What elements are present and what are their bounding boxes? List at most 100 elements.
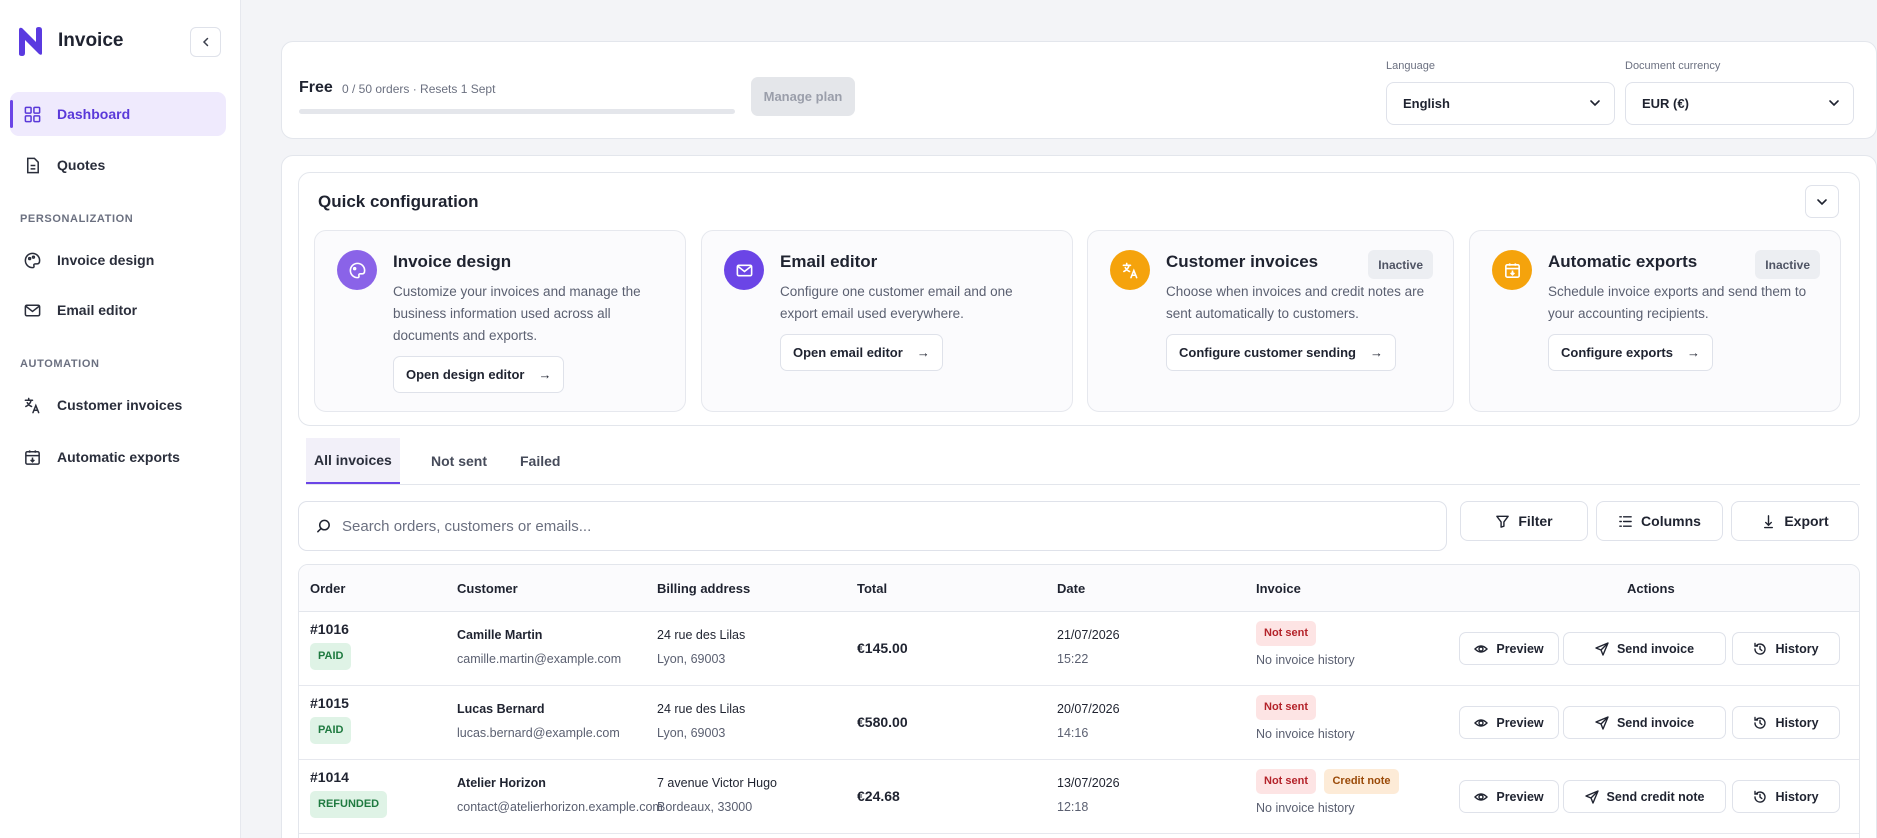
currency-value: EUR (€) (1642, 96, 1689, 111)
columns-button[interactable]: Columns (1596, 501, 1723, 541)
filter-button[interactable]: Filter (1460, 501, 1588, 541)
status-badge: Inactive (1755, 250, 1820, 279)
chevron-down-icon (1829, 100, 1839, 107)
tab-failed[interactable]: Failed (520, 453, 561, 469)
palette-icon (349, 262, 365, 278)
quick-configuration-title: Quick configuration (318, 192, 479, 211)
button-label: Open design editor (406, 367, 525, 382)
column-order[interactable]: Order (310, 581, 346, 596)
sidebar-item-label: Customer invoices (57, 397, 183, 413)
billing-cell: 24 rue des Lilas Lyon, 69003 (657, 628, 745, 666)
button-label: History (1775, 715, 1819, 730)
send-invoice-button[interactable]: Send invoice (1563, 706, 1726, 739)
button-label: Export (1784, 513, 1829, 529)
table-row[interactable]: #1014 REFUNDED Atelier Horizon contact@a… (299, 760, 1859, 834)
configure-customer-sending-button[interactable]: Configure customer sending → (1166, 334, 1396, 371)
open-email-editor-button[interactable]: Open email editor → (780, 334, 943, 371)
total-amount: €145.00 (857, 640, 908, 656)
preview-button[interactable]: Preview (1459, 780, 1559, 813)
feature-description: Configure one customer email and one exp… (780, 281, 1013, 325)
column-date[interactable]: Date (1057, 581, 1086, 596)
button-label: Filter (1518, 513, 1553, 529)
order-number[interactable]: #1014 (310, 769, 349, 785)
time-value: 12:18 (1057, 800, 1089, 814)
customer-email: lucas.bernard@example.com (457, 726, 620, 740)
button-label: Send invoice (1616, 715, 1695, 730)
invoice-history-text: No invoice history (1256, 727, 1355, 741)
description-line: export email used everywhere. (780, 306, 964, 321)
open-design-editor-button[interactable]: Open design editor → (393, 356, 565, 393)
chevron-down-icon (1590, 100, 1600, 107)
feature-icon (1492, 250, 1532, 290)
billing-cell: 7 avenue Victor Hugo Bordeaux, 33000 (657, 776, 777, 814)
tab-all-invoices[interactable]: All invoices (306, 438, 400, 484)
order-number[interactable]: #1016 (310, 621, 349, 637)
chevron-down-icon (1817, 198, 1827, 205)
address-city: Bordeaux, 33000 (657, 800, 753, 814)
sidebar-item-automatic-exports[interactable]: Automatic exports (10, 435, 226, 479)
search-box[interactable]: Search orders, customers or emails... (298, 501, 1447, 551)
table-row[interactable]: #1016 PAID Camille Martin camille.martin… (299, 612, 1859, 686)
feature-card-email-editor: Email editor Configure one customer emai… (701, 230, 1073, 412)
chevron-left-icon (202, 37, 208, 47)
customer-name: Camille Martin (457, 628, 543, 642)
eye-icon (1474, 792, 1489, 801)
invoice-history-text: No invoice history (1256, 801, 1355, 815)
order-number[interactable]: #1015 (310, 695, 349, 711)
sidebar-item-dashboard[interactable]: Dashboard (10, 92, 226, 136)
collapse-sidebar-button[interactable] (190, 27, 221, 57)
history-button[interactable]: History (1732, 780, 1840, 813)
currency-select[interactable]: EUR (€) (1625, 82, 1854, 125)
manage-plan-button[interactable]: Manage plan (751, 77, 855, 116)
invoice-status-badge: Not sent (1256, 695, 1316, 720)
eye-icon (1474, 718, 1489, 727)
language-label: Language (1386, 60, 1435, 72)
preview-button[interactable]: Preview (1459, 706, 1559, 739)
sidebar-item-email-editor[interactable]: Email editor (10, 288, 226, 332)
feature-card-invoice-design: Invoice design Customize your invoices a… (314, 230, 686, 412)
feature-title: Invoice design (393, 252, 512, 271)
arrow-right-icon: → (538, 367, 552, 382)
sidebar-item-quotes[interactable]: Quotes (10, 143, 226, 187)
send-credit-note-button[interactable]: Send credit note (1563, 780, 1726, 813)
column-total[interactable]: Total (857, 581, 888, 596)
send-invoice-button[interactable]: Send invoice (1563, 632, 1726, 665)
feature-icon (724, 250, 764, 290)
history-button[interactable]: History (1732, 632, 1840, 665)
sidebar-item-customer-invoices[interactable]: Customer invoices (10, 383, 226, 427)
send-icon (1584, 789, 1599, 804)
total-amount: €24.68 (857, 788, 900, 804)
section-automation: AUTOMATION (20, 358, 100, 370)
button-label: Configure customer sending (1179, 345, 1356, 360)
sidebar-item-invoice-design[interactable]: Invoice design (10, 238, 226, 282)
feature-description: Schedule invoice exports and send them t… (1548, 281, 1806, 325)
order-cell: #1014 REFUNDED (310, 769, 388, 818)
language-select[interactable]: English (1386, 82, 1615, 125)
order-cell: #1016 PAID (310, 621, 352, 670)
sidebar: Invoice Dashboard Quotes PERSONALIZATION… (0, 0, 241, 838)
tab-not-sent[interactable]: Not sent (431, 453, 487, 469)
collapse-quick-configuration-button[interactable] (1805, 185, 1839, 218)
eye-icon (1474, 644, 1489, 653)
section-personalization: PERSONALIZATION (20, 213, 134, 225)
column-invoice[interactable]: Invoice (1256, 581, 1301, 596)
export-button[interactable]: Export (1731, 501, 1859, 541)
configure-exports-button[interactable]: Configure exports → (1548, 334, 1713, 371)
date-value: 20/07/2026 (1057, 702, 1120, 716)
column-billing-address[interactable]: Billing address (657, 581, 751, 596)
button-label: Preview (1496, 641, 1544, 656)
table-row[interactable]: #1015 PAID Lucas Bernard lucas.bernard@e… (299, 686, 1859, 760)
preview-button[interactable]: Preview (1459, 632, 1559, 665)
date-value: 13/07/2026 (1057, 776, 1120, 790)
language-value: English (1403, 96, 1450, 111)
arrow-right-icon: → (1369, 345, 1383, 360)
address-city: Lyon, 69003 (657, 726, 726, 740)
filter-icon (1496, 515, 1510, 528)
address-city: Lyon, 69003 (657, 652, 726, 666)
button-label: Preview (1496, 715, 1544, 730)
history-button[interactable]: History (1732, 706, 1840, 739)
column-customer[interactable]: Customer (457, 581, 518, 596)
brand[interactable]: Invoice (16, 26, 123, 56)
payment-status-badge: PAID (310, 643, 352, 670)
search-input[interactable]: Search orders, customers or emails... (342, 517, 592, 535)
